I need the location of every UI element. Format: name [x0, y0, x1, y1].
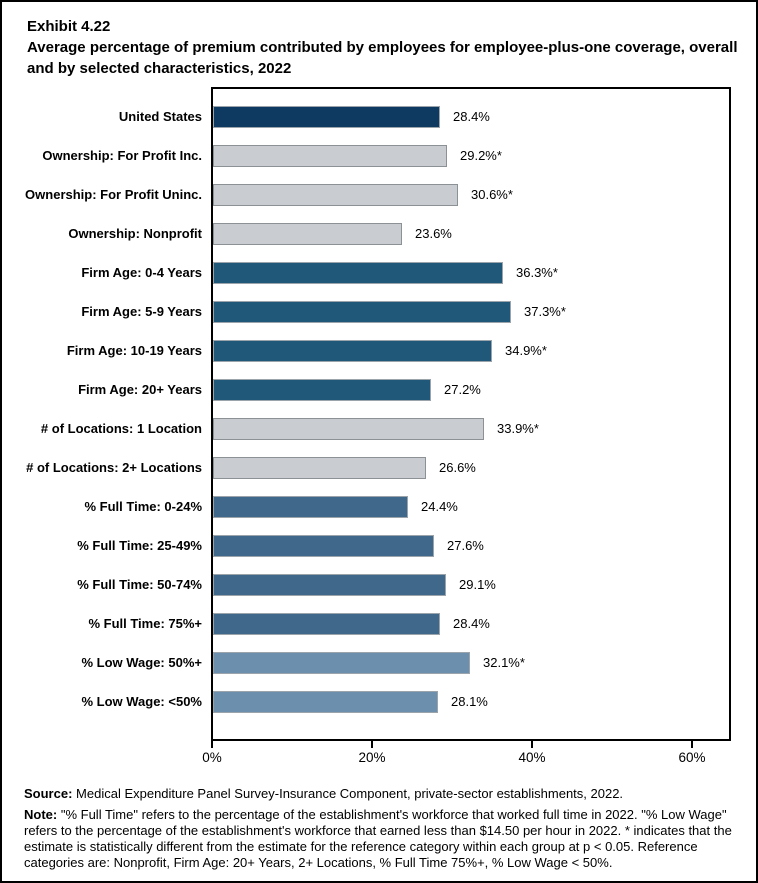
value-label: 27.6%	[447, 538, 484, 553]
category-label: Firm Age: 0-4 Years	[81, 265, 202, 280]
value-label: 36.3%*	[516, 265, 558, 280]
category-label: Firm Age: 10-19 Years	[66, 343, 202, 358]
value-label: 30.6%*	[471, 187, 513, 202]
bar	[213, 379, 431, 401]
source-label: Source:	[24, 786, 73, 801]
category-label: % Full Time: 75%+	[88, 616, 202, 631]
note-text: "% Full Time" refers to the percentage o…	[24, 807, 732, 870]
bar	[213, 652, 470, 674]
note-line: Note: "% Full Time" refers to the percen…	[24, 807, 740, 871]
bar	[213, 613, 440, 635]
category-label: Ownership: Nonprofit	[68, 226, 202, 241]
category-label: Firm Age: 5-9 Years	[81, 304, 202, 319]
source-line: Source: Medical Expenditure Panel Survey…	[24, 786, 740, 802]
bar	[213, 262, 503, 284]
value-label: 29.2%*	[460, 148, 502, 163]
category-label: % Full Time: 50-74%	[77, 577, 202, 592]
bar	[213, 418, 484, 440]
x-axis-tick-label: 20%	[358, 750, 386, 765]
category-label: Ownership: For Profit Uninc.	[25, 187, 202, 202]
category-label: % Full Time: 0-24%	[84, 499, 202, 514]
category-label: % Full Time: 25-49%	[77, 538, 202, 553]
value-label: 29.1%	[459, 577, 496, 592]
value-label: 28.1%	[451, 694, 488, 709]
x-axis-tick-mark	[211, 741, 213, 748]
x-axis-tick-mark	[531, 741, 533, 748]
x-axis-tick-label: 60%	[678, 750, 706, 765]
bar	[213, 223, 402, 245]
x-axis-tick-label: 0%	[202, 750, 222, 765]
x-axis-tick-mark	[371, 741, 373, 748]
chart-title: Average percentage of premium contribute…	[27, 39, 738, 77]
x-axis-tick-mark	[691, 741, 693, 748]
category-label: % Low Wage: 50%+	[81, 655, 202, 670]
value-label: 24.4%	[421, 499, 458, 514]
category-label: # of Locations: 1 Location	[40, 421, 202, 436]
bar	[213, 691, 438, 713]
bar	[213, 457, 426, 479]
value-label: 23.6%	[415, 226, 452, 241]
source-text: Medical Expenditure Panel Survey-Insuran…	[76, 786, 624, 801]
value-label: 28.4%	[453, 616, 490, 631]
category-label: United States	[118, 109, 202, 124]
bar	[213, 574, 446, 596]
bar	[213, 340, 492, 362]
category-label: % Low Wage: <50%	[81, 694, 202, 709]
bar	[213, 184, 458, 206]
value-label: 37.3%*	[524, 304, 566, 319]
category-label: Firm Age: 20+ Years	[78, 382, 202, 397]
bar	[213, 145, 447, 167]
note-label: Note:	[24, 807, 58, 822]
value-label: 32.1%*	[483, 655, 525, 670]
bar	[213, 496, 408, 518]
title-block: Exhibit 4.22 Average percentage of premi…	[27, 16, 739, 79]
bar	[213, 301, 511, 323]
bar	[213, 535, 434, 557]
value-label: 34.9%*	[505, 343, 547, 358]
value-label: 27.2%	[444, 382, 481, 397]
value-label: 26.6%	[439, 460, 476, 475]
category-label: Ownership: For Profit Inc.	[42, 148, 202, 163]
exhibit-number: Exhibit 4.22	[27, 18, 111, 35]
x-axis-tick-label: 40%	[518, 750, 546, 765]
category-label: # of Locations: 2+ Locations	[26, 460, 202, 475]
value-label: 28.4%	[453, 109, 490, 124]
bar	[213, 106, 440, 128]
value-label: 33.9%*	[497, 421, 539, 436]
